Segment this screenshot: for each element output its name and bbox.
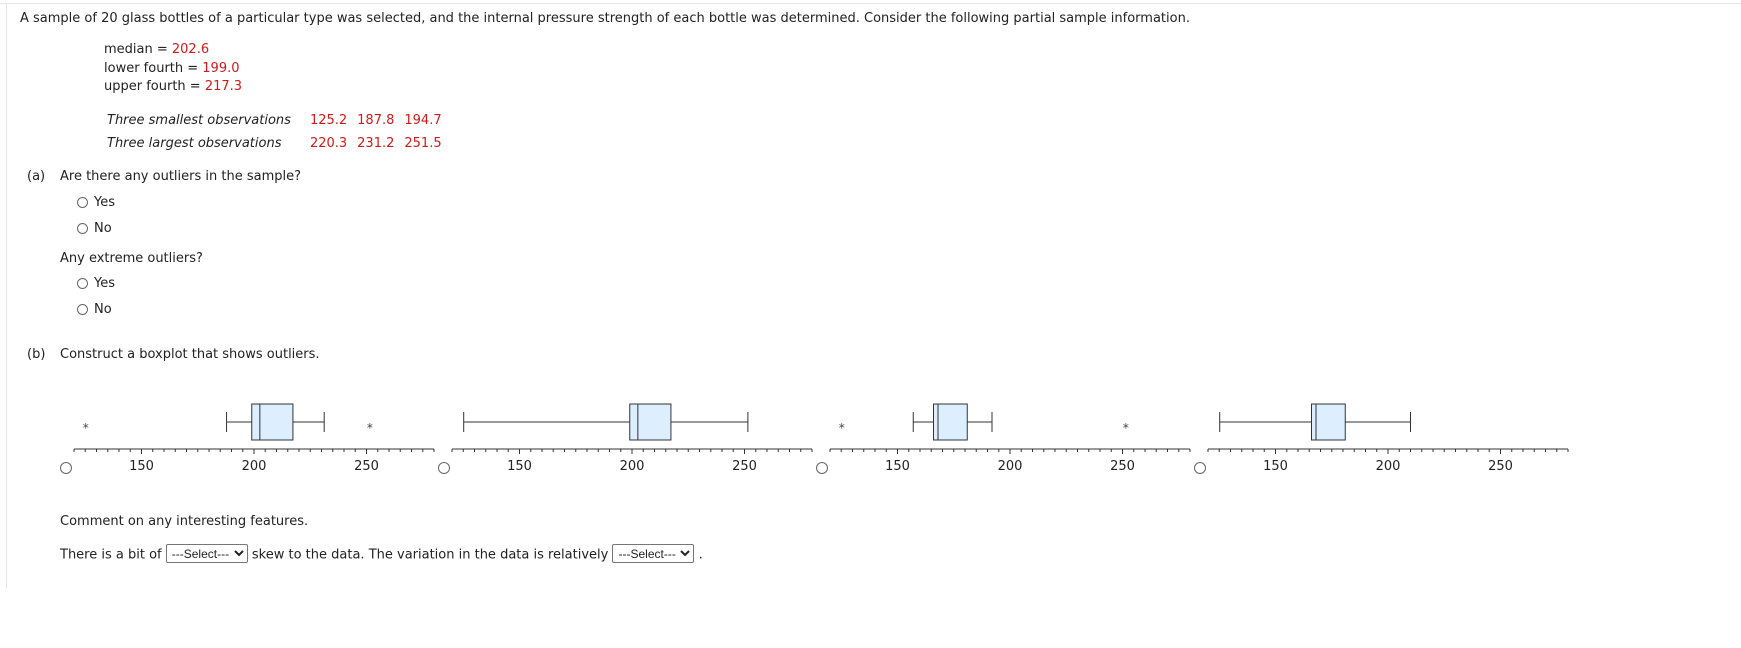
tick-label-150: 150 (885, 459, 910, 474)
part-b-question: Construct a boxplot that shows outliers. (60, 347, 320, 362)
boxplot-option-3-radio[interactable] (816, 462, 828, 474)
boxplot-option-4-radio[interactable] (1194, 462, 1206, 474)
variation-select[interactable]: ---Select--- (612, 544, 695, 563)
outlier-marker: * (839, 421, 845, 435)
box (251, 403, 294, 441)
radio-button[interactable] (77, 278, 88, 289)
outlier-marker: * (1123, 421, 1129, 435)
tick-label-250: 250 (732, 459, 757, 474)
stat-median: median = 202.6 (104, 42, 210, 57)
stat-upper-fourth: upper fourth = 217.3 (104, 79, 243, 94)
stat-lower-fourth: lower fourth = 199.0 (104, 60, 240, 76)
radio-button[interactable] (77, 197, 88, 208)
boxplot-option-1[interactable]: 150 200 250 * * (73, 400, 435, 480)
boxplot-option-2[interactable]: 150 200 250 (451, 400, 813, 480)
part-a-question: Are there any outliers in the sample? (60, 169, 302, 184)
extreme-outliers-question: Any extreme outliers? (60, 251, 203, 266)
observations-table: Three smallest observations 125.2 187.8 … (105, 110, 447, 156)
tick-label-150: 150 (1263, 459, 1288, 474)
largest-observations-row: Three largest observations 220.3 231.2 2… (107, 136, 442, 151)
tick-label-250: 250 (354, 459, 379, 474)
boxplot-option-1-radio[interactable] (60, 462, 72, 474)
tick-label-200: 200 (242, 459, 267, 474)
box (629, 403, 672, 441)
tick-label-200: 200 (998, 459, 1023, 474)
comment-prompt: Comment on any interesting features. (60, 514, 309, 529)
outlier-marker: * (367, 421, 373, 435)
radio-button[interactable] (77, 304, 88, 315)
outliers-yes-option[interactable]: Yes (77, 195, 115, 210)
tick-label-250: 250 (1488, 459, 1513, 474)
problem-intro: A sample of 20 glass bottles of a partic… (20, 11, 1190, 26)
radio-button[interactable] (77, 223, 88, 234)
box (1311, 403, 1346, 441)
extreme-yes-option[interactable]: Yes (77, 276, 115, 291)
tick-label-250: 250 (1110, 459, 1135, 474)
tick-label-150: 150 (507, 459, 532, 474)
part-a-tag: (a) (27, 169, 46, 184)
part-b-tag: (b) (27, 347, 46, 362)
left-border (6, 4, 7, 588)
top-border (0, 3, 1741, 4)
boxplot-option-4[interactable]: 150 200 250 (1207, 400, 1569, 480)
tick-label-150: 150 (129, 459, 154, 474)
extreme-no-option[interactable]: No (77, 302, 112, 317)
tick-label-200: 200 (620, 459, 645, 474)
outlier-marker: * (83, 421, 89, 435)
boxplot-option-2-radio[interactable] (438, 462, 450, 474)
smallest-observations-row: Three smallest observations 125.2 187.8 … (107, 113, 442, 128)
outliers-no-option[interactable]: No (77, 221, 112, 236)
skew-direction-select[interactable]: ---Select--- (165, 544, 248, 563)
sample-stats: median = 202.6 lower fourth = 199.0 uppe… (104, 41, 242, 97)
tick-label-200: 200 (1376, 459, 1401, 474)
box (933, 403, 968, 441)
boxplot-option-3[interactable]: 150 200 250 * * (829, 400, 1191, 480)
comment-sentence: There is a bit of ---Select--- skew to t… (60, 544, 703, 563)
